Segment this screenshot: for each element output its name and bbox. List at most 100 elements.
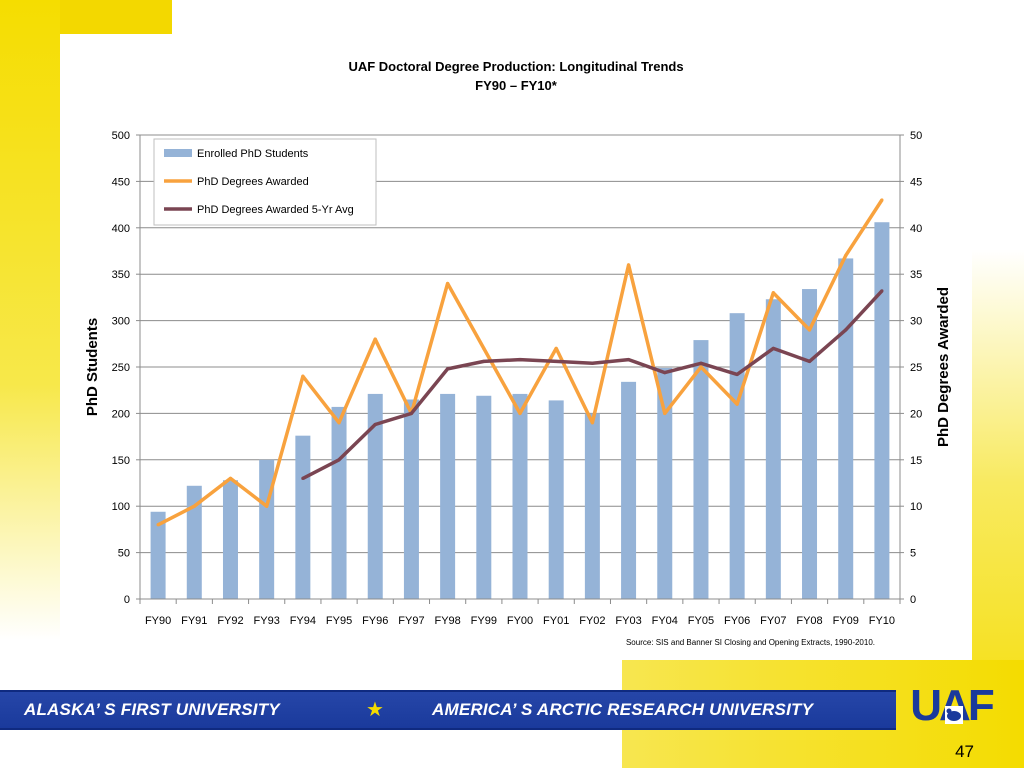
footer-banner: ALASKA’ S FIRST UNIVERSITY ★ AMERICA’ S … — [0, 690, 896, 730]
chart-title: UAF Doctoral Degree Production: Longitud… — [348, 59, 683, 74]
line-point — [446, 281, 450, 286]
legend-label: PhD Degrees Awarded — [197, 176, 309, 188]
bar — [512, 393, 528, 599]
star-icon: ★ — [366, 699, 384, 721]
line-point — [771, 346, 775, 351]
bar — [802, 289, 818, 599]
x-tick-label: FY96 — [362, 615, 388, 627]
x-tick-label: FY94 — [290, 615, 316, 627]
line-point — [590, 421, 594, 425]
source-note: Source: SIS and Banner SI Closing and Op… — [626, 638, 875, 647]
x-tick-label: FY95 — [326, 615, 352, 627]
bar — [765, 299, 781, 599]
bar — [584, 413, 600, 599]
y2-tick-label: 10 — [910, 501, 922, 513]
x-tick-label: FY10 — [869, 615, 895, 627]
chart-legend: Enrolled PhD Students PhD Degrees Awarded… — [153, 138, 377, 226]
y-tick-label: 200 — [112, 408, 130, 420]
y-tick-label: 150 — [112, 455, 130, 467]
y2-axis-label: PhD Degrees Awarded — [935, 287, 952, 447]
line-point — [192, 504, 196, 508]
chart-subtitle: FY90 – FY10* — [475, 78, 558, 93]
bar — [403, 399, 419, 599]
line-point — [880, 198, 884, 202]
x-tick-label: FY09 — [833, 615, 859, 627]
line-point — [554, 359, 558, 364]
y2-tick-label: 0 — [910, 594, 916, 606]
footer-right-text: AMERICA’ S ARCTIC RESEARCH UNIVERSITY — [432, 700, 814, 719]
y2-tick-label: 15 — [910, 455, 922, 467]
line-point — [663, 370, 667, 375]
line-point — [735, 372, 739, 377]
bar — [548, 400, 564, 599]
bar — [874, 222, 890, 599]
y-tick-label: 100 — [112, 501, 130, 513]
line-point — [554, 346, 558, 351]
x-tick-label: FY97 — [398, 615, 424, 627]
y-tick-label: 300 — [112, 316, 130, 328]
x-tick-label: FY08 — [796, 615, 822, 627]
line-point — [482, 359, 486, 364]
line-point — [409, 411, 414, 415]
bar — [150, 511, 166, 599]
line-point — [373, 337, 377, 341]
bar — [621, 381, 637, 599]
line-point — [844, 254, 848, 258]
line-point — [590, 361, 594, 365]
line-point — [735, 402, 739, 406]
bar — [259, 459, 275, 599]
legend-label: PhD Degrees Awarded 5-Yr Avg — [197, 204, 354, 216]
y2-tick-label: 5 — [910, 548, 916, 560]
x-tick-label: FY07 — [760, 615, 786, 627]
line-point — [156, 523, 160, 527]
line-point — [446, 367, 450, 371]
footer-left-text: ALASKA’ S FIRST UNIVERSITY — [24, 700, 280, 719]
y-tick-label: 500 — [112, 130, 130, 142]
line-point — [626, 357, 631, 362]
x-tick-label: FY92 — [217, 615, 243, 627]
line-point — [807, 328, 812, 332]
line-point — [663, 411, 667, 415]
line-point — [482, 346, 486, 351]
line-point — [518, 357, 522, 362]
yellow-band-left — [0, 0, 60, 640]
line-point — [807, 359, 812, 364]
y-tick-label: 0 — [124, 594, 130, 606]
x-tick-label: FY99 — [471, 615, 497, 627]
page-number: 47 — [955, 742, 974, 761]
line-point — [880, 289, 884, 293]
bar — [440, 393, 456, 599]
x-tick-label: FY05 — [688, 615, 714, 627]
y-tick-label: 50 — [118, 548, 130, 560]
x-tick-label: FY90 — [145, 615, 171, 627]
x-tick-label: FY03 — [615, 615, 641, 627]
y-axis-label: PhD Students — [84, 318, 101, 416]
y-tick-label: 350 — [112, 269, 130, 281]
y-tick-label: 400 — [112, 223, 130, 235]
x-tick-label: FY04 — [652, 615, 678, 627]
y2-tick-label: 50 — [910, 130, 922, 142]
y2-tick-label: 30 — [910, 316, 922, 328]
bar — [295, 435, 311, 599]
bar — [331, 406, 347, 599]
y2-tick-label: 40 — [910, 223, 922, 235]
y-tick-label: 250 — [112, 362, 130, 374]
line-point — [337, 458, 341, 462]
x-tick-label: FY98 — [434, 615, 460, 627]
bar — [186, 485, 202, 599]
bar — [222, 480, 238, 599]
line-point — [265, 504, 269, 508]
x-tick-label: FY01 — [543, 615, 569, 627]
x-tick-label: FY02 — [579, 615, 605, 627]
line-point — [771, 291, 775, 295]
uaf-logo: UAF — [910, 681, 997, 728]
legend-label: Enrolled PhD Students — [197, 148, 309, 160]
line-point — [301, 476, 305, 480]
bar — [657, 367, 673, 599]
bar — [367, 393, 383, 599]
legend-swatch — [164, 149, 192, 157]
line-point — [699, 365, 703, 369]
x-tick-label: FY91 — [181, 615, 207, 627]
y2-tick-label: 25 — [910, 362, 922, 374]
line-point — [699, 361, 703, 365]
